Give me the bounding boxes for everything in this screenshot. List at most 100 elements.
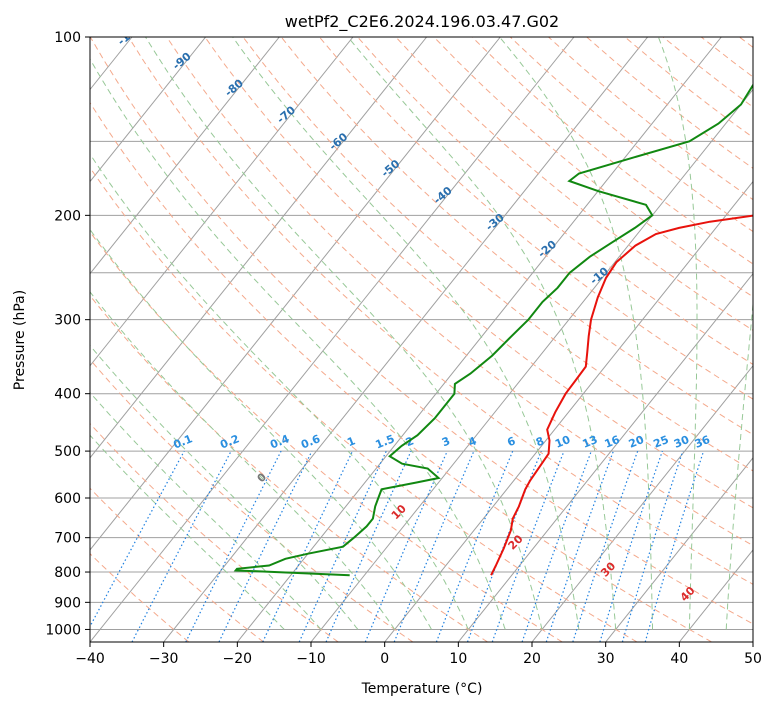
isotherm-label: -60 [327,130,351,153]
dry-adiabat-line [471,37,753,265]
isotherm-line [163,37,649,642]
isotherm-line [605,457,753,642]
isotherm-line [90,37,280,275]
mixing-ratio-label: 16 [603,433,622,451]
mixing-ratio-label: 1.5 [373,432,396,451]
moist-adiabat-label: 40 [678,584,698,604]
x-tick-label: −20 [223,651,253,667]
mixing-ratio-line [393,450,475,642]
moist-adiabat-line [725,299,753,630]
mixing-ratio-line [90,450,185,628]
mixing-ratio-label: 0.1 [171,432,194,451]
x-tick-label: 0 [380,651,389,667]
moist-adiabat-line [499,37,653,630]
mixing-ratio-line [644,450,705,642]
chart-title: wetPf2_C2E6.2024.196.03.47.G02 [285,12,559,32]
dry-adiabat-line [319,37,753,400]
isotherm-label: -80 [222,76,246,99]
dry-adiabat-line [395,37,753,331]
y-tick-label: 600 [54,491,81,507]
moist-adiabat-line [90,344,359,630]
y-tick-label: 900 [54,595,81,611]
x-tick-label: 50 [744,651,762,667]
mixing-ratio-label: 4 [467,434,479,449]
isotherm-label: -100 [115,20,145,48]
y-tick-label: 1000 [45,622,81,638]
mixing-ratio-line [621,450,684,642]
dry-adiabat-line [90,358,414,642]
mixing-ratio-label: 2 [404,434,416,449]
isotherm-line [678,549,753,642]
dry-adiabat-line [357,37,753,365]
mixing-ratio-line [491,450,565,642]
dry-adiabat-line [662,37,753,108]
mixing-ratio-label: 36 [693,433,712,451]
dry-adiabat-line [90,422,339,642]
x-tick-label: −10 [296,651,326,667]
isotherm-label: -30 [483,211,507,234]
dry-adiabat-line [548,37,753,201]
dry-adiabat-line [90,487,264,642]
dry-adiabat-line [90,101,712,642]
mixing-ratio-line [435,450,514,642]
mixing-ratio-line [545,450,614,642]
x-tick-label: 10 [449,651,467,667]
isotherm-label: -20 [535,238,559,261]
dry-adiabat-line [739,37,753,48]
dry-adiabat-line [128,37,753,585]
dry-adiabat-line [509,37,753,233]
dry-adiabat-line [586,37,753,169]
mixing-ratio-line [325,450,412,642]
y-axis-label: Pressure (hPa) [12,290,28,390]
isotherm-line [90,37,575,642]
dry-adiabat-line [204,37,753,509]
mixing-ratio-label: 30 [672,433,691,451]
moist-adiabat-line [90,57,506,630]
x-tick-label: 40 [670,651,688,667]
isotherm-line [457,272,753,642]
isotherm-label: -40 [431,184,455,207]
plot-frame [89,36,754,643]
moist-adiabat-line [90,391,322,630]
isotherm-label: -70 [275,103,299,126]
isotherm-line [90,37,207,183]
isotherm-label: -90 [170,50,194,73]
y-tick-label: 100 [54,30,81,46]
isotherm-line [384,180,753,642]
mixing-ratio-line [521,450,592,642]
moist-adiabat-line [145,37,543,630]
mixing-ratio-label: 20 [627,433,646,451]
x-tick-label: −30 [149,651,179,667]
x-axis-label: Temperature (°C) [361,681,483,697]
moist-adiabat-line [347,37,617,630]
mixing-ratio-label: 25 [652,433,671,451]
line-labels: 0.1 0.2 0.4 0.6 1 1.5 2 3 4 6 8 10 13 16 20 25 30 36-100-… [115,20,712,604]
mixing-ratio-line [599,450,663,642]
mixing-ratio-label: 1 [345,434,357,449]
y-tick-label: 700 [54,531,81,547]
mixing-ratio-line [364,450,448,642]
isotherm-line [90,37,428,459]
isotherm-line [90,37,354,367]
mixing-ratio-label: 6 [505,434,517,449]
mixing-ratio-line [185,450,282,642]
mixing-ratio-label: 13 [580,433,599,451]
moist-adiabat-line [657,37,698,630]
background-lines [90,37,753,642]
mixing-ratio-line [572,450,639,642]
mixing-ratio-label: 0.2 [218,432,241,451]
dewpoint-profile-line [233,83,753,577]
y-axis-ticks: 100 200 300 400 500 600 700 800 900 1000 [45,30,90,638]
x-tick-label: −40 [75,651,105,667]
moist-adiabat-line [90,228,432,630]
dry-adiabat-line [433,37,753,298]
moist-adiabat-line [90,291,396,630]
dry-adiabat-line [166,37,753,547]
y-tick-label: 500 [54,444,81,460]
dry-adiabat-line [90,294,488,642]
isotherm-line [236,37,722,642]
dry-adiabat-line [90,166,638,642]
x-tick-label: 30 [597,651,615,667]
